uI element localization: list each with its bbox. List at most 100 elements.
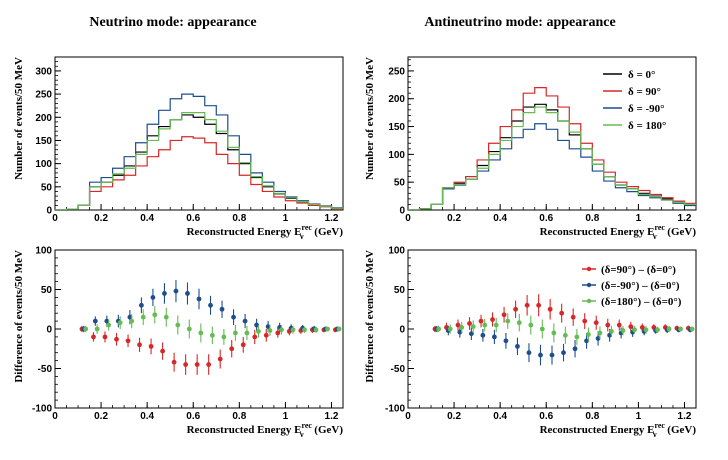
y-tick-label: 50 (394, 285, 406, 296)
series-line-2 (408, 87, 696, 210)
data-point (616, 322, 622, 328)
data-point (572, 346, 578, 352)
chart-panel-2: Antineutrino mode: appearance 0 0.2 0.4 0.6 0… (364, 15, 697, 241)
data-point (209, 332, 215, 338)
x-tick-label: 0.6 (186, 411, 200, 422)
x-tick-label: 0.2 (94, 213, 108, 224)
x-tick-label: 1.2 (678, 213, 692, 224)
data-point (94, 326, 100, 332)
plot-frame (54, 56, 344, 211)
data-point (620, 328, 626, 333)
y-tick-label: 150 (388, 122, 405, 133)
data-point (279, 327, 284, 333)
data-point (194, 362, 200, 367)
y-tick-label: -50 (391, 364, 406, 375)
y-tick-label: 50 (41, 182, 53, 193)
data-point (492, 334, 497, 340)
series-line-4 (55, 112, 343, 210)
x-tick-label: 0.4 (493, 411, 507, 422)
data-point (459, 325, 465, 330)
x-tick-label: 0.8 (585, 213, 599, 224)
y-tick-label: 150 (35, 136, 52, 147)
data-point (186, 326, 192, 332)
x-axis-label: Reconstructed Energy Erec ν (GeV) (187, 223, 344, 241)
legend-marker (586, 266, 592, 272)
data-point (628, 324, 634, 330)
data-point (536, 302, 542, 308)
data-point (632, 327, 637, 333)
legend-label: (δ=-90°) – (δ=0°) (601, 280, 680, 292)
y-tick-label: 0 (399, 325, 405, 336)
x-tick-label: 0.4 (493, 213, 507, 224)
series-line-4 (408, 106, 696, 210)
data-point (265, 324, 271, 330)
data-point (196, 296, 202, 302)
x-tick-label: 0 (405, 213, 411, 224)
x-tick-label: 0.2 (94, 411, 108, 422)
data-point (163, 314, 169, 320)
data-point (515, 343, 520, 349)
chart-panel-4: 0 0.2 0.4 0.6 0.8 1 1.2 -100 -50 0 50 100 Reconstruc… (364, 246, 697, 439)
data-point (457, 329, 463, 335)
data-point (221, 334, 227, 340)
data-point (501, 312, 507, 318)
data-point (524, 302, 530, 308)
y-axis-label: Difference of events/50 MeV (13, 250, 25, 383)
x-tick-label: 0.6 (186, 213, 200, 224)
y-tick-label: -50 (38, 364, 53, 375)
data-point (490, 317, 495, 322)
x-tick-label: 1 (636, 411, 642, 422)
data-point (233, 330, 238, 336)
data-point (256, 328, 261, 334)
x-tick-label: 1 (283, 411, 289, 422)
data-point (117, 320, 123, 326)
x-tick-label: 0.4 (140, 213, 154, 224)
data-point (666, 326, 672, 332)
y-tick-label: 50 (41, 285, 53, 296)
data-point (229, 346, 235, 352)
y-tick-label: 250 (35, 90, 52, 101)
y-tick-label: 200 (388, 94, 405, 105)
data-point (505, 318, 511, 324)
chart-title: Neutrino mode: appearance (89, 15, 256, 30)
y-tick-label: 100 (35, 159, 52, 170)
data-point (92, 318, 98, 324)
chart-title: Antineutrino mode: appearance (424, 15, 615, 30)
x-tick-label: 1.2 (678, 411, 692, 422)
y-tick-label: 200 (35, 113, 52, 124)
legend-marker (586, 282, 592, 288)
data-point (263, 332, 269, 338)
y-tick-label: 100 (388, 150, 405, 161)
data-point (139, 302, 144, 308)
data-point (551, 330, 557, 336)
data-point (173, 288, 179, 294)
plot-frame (407, 56, 697, 211)
x-tick-label: 0 (52, 411, 58, 422)
x-tick-label: 1.2 (325, 411, 339, 422)
data-point (240, 342, 246, 348)
series-line-1 (408, 103, 696, 210)
data-point (217, 356, 223, 362)
data-point (639, 325, 645, 330)
x-tick-label: 0.6 (539, 411, 553, 422)
data-point (678, 326, 683, 332)
data-point (689, 326, 695, 332)
data-point (655, 327, 660, 333)
data-point (242, 318, 248, 324)
data-point (336, 326, 342, 332)
x-tick-label: 0 (52, 213, 58, 224)
legend-label: δ = 0° (628, 69, 655, 81)
data-point (478, 318, 484, 324)
data-point (549, 352, 555, 358)
data-point (561, 350, 566, 356)
y-tick-label: 0 (46, 325, 52, 336)
x-tick-label: 1.2 (325, 213, 339, 224)
data-point (254, 322, 259, 328)
chart-panel-1: Neutrino mode: appearance 0 0.2 0.4 0.6 0.8 1 1… (13, 15, 344, 241)
series-3 (83, 306, 342, 345)
x-tick-label: 1 (636, 213, 642, 224)
data-point (607, 332, 612, 338)
x-tick-label: 0.2 (447, 411, 461, 422)
series-line-2 (55, 136, 343, 210)
